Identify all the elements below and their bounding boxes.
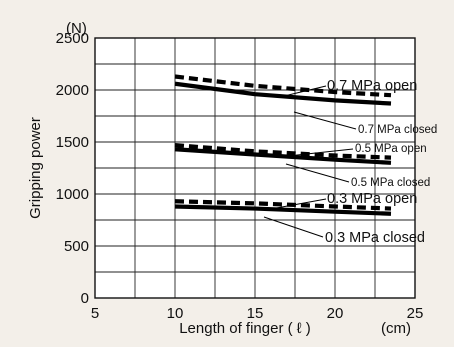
y-tick-label: 500 xyxy=(64,238,89,255)
series-line-0-7-mpa-closed xyxy=(174,81,392,106)
x-tick-label: 25 xyxy=(407,305,424,322)
series-line-0-5-mpa-closed xyxy=(174,147,392,165)
x-tick-label: 5 xyxy=(91,305,99,322)
series-label-0-5-mpa-open: 0.5 MPa open xyxy=(355,143,427,155)
leader-line-0-3-mpa-open xyxy=(270,198,327,210)
y-axis-unit: (N) xyxy=(66,20,87,37)
series-label-0-7-mpa-closed: 0.7 MPa closed xyxy=(358,124,437,136)
y-tick-label: 0 xyxy=(81,290,89,307)
series-line-0-5-mpa-open xyxy=(174,143,392,160)
series-annotations: 0.7 MPa open 0.7 MPa closed 0.5 MPa open 0.… xyxy=(263,78,437,246)
x-tick-label: 15 xyxy=(247,305,264,322)
plot-border xyxy=(94,37,416,299)
tick-labels: 5 10 15 20 25 0 500 1000 1500 2000 2500 xyxy=(56,30,424,322)
y-tick-label: 1500 xyxy=(56,134,89,151)
y-tick-label: 1000 xyxy=(56,186,89,203)
series-label-0-5-mpa-closed: 0.5 MPa closed xyxy=(351,177,430,189)
leader-line-0-7-mpa-open xyxy=(279,85,327,98)
series-label-0-3-mpa-open: 0.3 MPa open xyxy=(327,191,417,207)
series-label-0-3-mpa-closed: 0.3 MPa closed xyxy=(325,230,425,246)
y-axis-label: Gripping power xyxy=(27,117,44,219)
x-tick-label: 20 xyxy=(327,305,344,322)
y-tick-label: 2500 xyxy=(56,30,89,47)
grid xyxy=(95,38,415,298)
x-tick-label: 10 xyxy=(167,305,184,322)
series-label-0-7-mpa-open: 0.7 MPa open xyxy=(327,78,417,94)
x-axis-unit: (cm) xyxy=(381,320,411,337)
leader-line-0-5-mpa-closed xyxy=(285,163,350,183)
series-lines xyxy=(174,74,392,216)
leader-line-0-7-mpa-closed xyxy=(293,111,357,130)
y-tick-label: 2000 xyxy=(56,82,89,99)
series-line-0-7-mpa-open xyxy=(174,74,392,98)
leader-line-0-5-mpa-open xyxy=(287,148,354,157)
x-axis-label: Length of finger ( ℓ ) xyxy=(179,320,311,337)
series-line-0-3-mpa-closed xyxy=(174,204,392,216)
leader-line-0-3-mpa-closed xyxy=(263,216,324,238)
